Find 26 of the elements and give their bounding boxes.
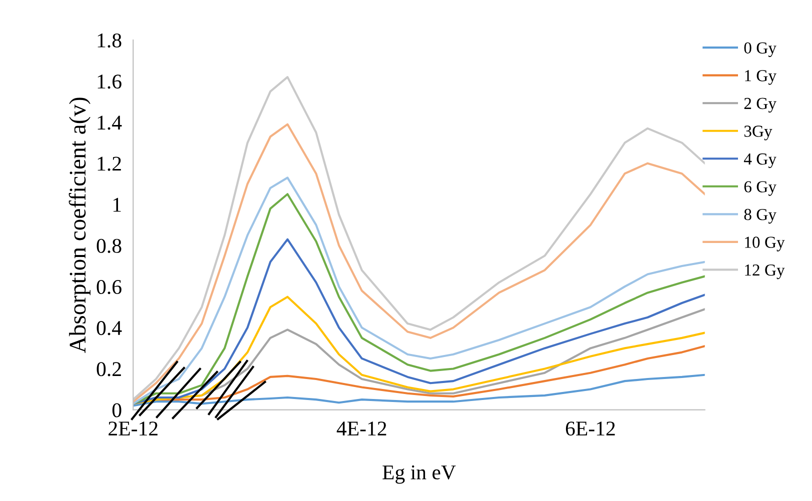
y-tick-label: 0.2 <box>96 362 121 376</box>
legend-label: 2 Gy <box>744 98 776 113</box>
legend-label: 12 Gy <box>745 264 785 280</box>
x-tick-label: 2E-12 <box>108 422 158 436</box>
y-tick-label: 1 <box>113 198 121 212</box>
y-axis-title: Absorption coefficient a(v) <box>68 98 90 354</box>
legend-label: 4 Gy <box>744 153 776 168</box>
y-tick-label: 1.4 <box>98 116 122 130</box>
legend-label: 6 Gy <box>744 181 776 196</box>
legend-label: 1 Gy <box>745 70 776 85</box>
line-series <box>133 238 705 405</box>
y-tick-label: 1.6 <box>98 74 122 89</box>
x-tick-label: 6E-12 <box>566 422 615 436</box>
line-series <box>133 374 705 407</box>
y-tick-label: 0.6 <box>96 280 122 294</box>
legend-label: 10 Gy <box>745 236 785 252</box>
legend-label: 8 Gy <box>744 208 776 224</box>
y-tick-label: 1.2 <box>98 156 121 171</box>
legend-label: 3Gy <box>744 126 772 140</box>
x-axis-title: Eg in eV <box>382 465 456 484</box>
y-tick-label: 0 <box>112 403 122 418</box>
y-tick-label: 0.8 <box>96 238 122 254</box>
legend-label: 0 Gy <box>744 42 776 58</box>
x-tick-label: 4E-12 <box>336 422 386 436</box>
y-tick-label: 1.8 <box>98 33 122 48</box>
y-tick-label: 0.4 <box>96 321 122 336</box>
